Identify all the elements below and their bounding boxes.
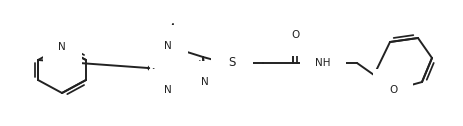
- Text: N: N: [58, 42, 66, 52]
- Text: NH: NH: [315, 58, 331, 68]
- Text: O: O: [389, 85, 397, 95]
- Text: N: N: [164, 85, 172, 95]
- Text: O: O: [291, 30, 299, 40]
- Text: N: N: [164, 41, 172, 51]
- Text: S: S: [228, 56, 236, 70]
- Text: N: N: [201, 77, 209, 87]
